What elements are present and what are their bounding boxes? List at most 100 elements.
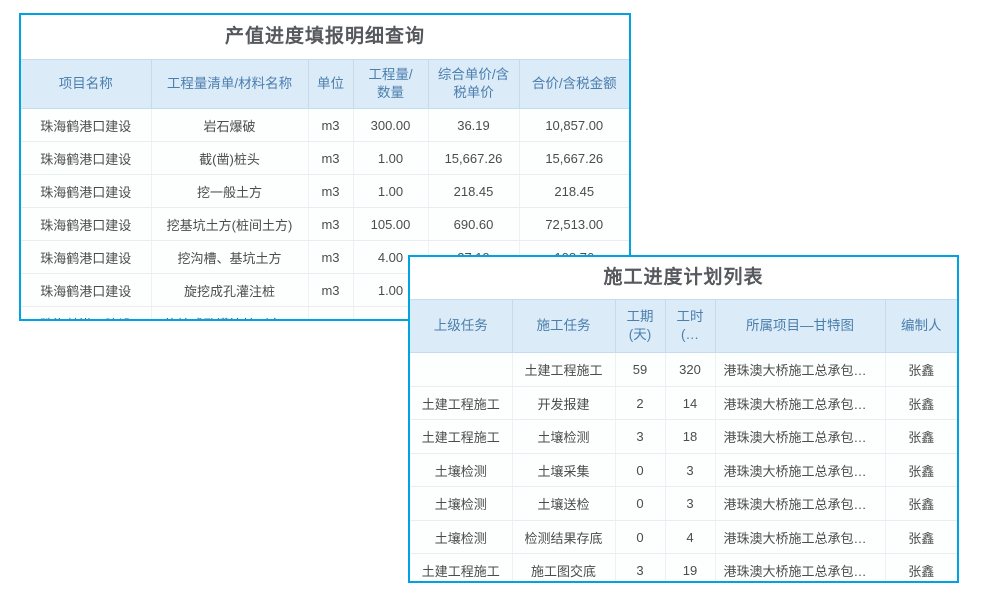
production-table-head: 项目名称 工程量清单/材料名称 单位 工程量/ 数量 综合单价/含 税单价 合价… — [21, 58, 629, 110]
cell-quantity: 300.00 — [352, 108, 428, 143]
cell-parent-task: 土建工程施工 — [410, 419, 512, 454]
col-header-unit-price[interactable]: 综合单价/含 税单价 — [427, 58, 519, 110]
cell-hours: 14 — [664, 386, 715, 421]
cell-task: 土壤检测 — [511, 419, 615, 454]
cell-project-name[interactable]: 珠海鹤港口建设 — [21, 273, 151, 308]
cell-unit-price: 36.19 — [427, 108, 519, 143]
cell-parent-task: 土建工程施工 — [410, 386, 512, 421]
col-header-unit-price-line1: 综合单价/含 — [437, 67, 510, 82]
cell-duration: 59 — [614, 352, 665, 387]
cell-author: 张鑫 — [884, 520, 957, 555]
cell-parent-task: 土壤检测 — [410, 520, 512, 555]
table-row[interactable]: 珠海鹤港口建设 挖一般土方 m3 1.00 218.45 218.45 — [21, 174, 629, 209]
cell-duration: 0 — [614, 520, 665, 555]
col-header-hours[interactable]: 工时 (… — [664, 298, 715, 354]
cell-project-gantt-link[interactable]: 港珠澳大桥施工总承包项目 — [714, 520, 885, 555]
table-row[interactable]: 土壤检测 土壤送检 0 3 港珠澳大桥施工总承包项目 张鑫 — [410, 486, 957, 521]
cell-author: 张鑫 — [884, 553, 957, 581]
cell-quantity: 4.00 — [352, 240, 428, 275]
construction-schedule-panel: 施工进度计划列表 上级任务 施工任务 工期 (天) 工时 (… 所属项目—甘特图… — [408, 255, 959, 583]
table-row[interactable]: 土壤检测 检测结果存底 0 4 港珠澳大桥施工总承包项目 张鑫 — [410, 520, 957, 555]
table-row[interactable]: 土建工程施工 59 320 港珠澳大桥施工总承包项目 张鑫 — [410, 352, 957, 387]
cell-task: 土壤采集 — [511, 453, 615, 488]
cell-author: 张鑫 — [884, 453, 957, 488]
cell-project-name[interactable]: 珠海鹤港口建设 — [21, 174, 151, 209]
col-header-quantity[interactable]: 工程量/ 数量 — [352, 58, 428, 110]
cell-amount: 15,667.26 — [518, 141, 629, 176]
cell-unit-price: 15,667.26 — [427, 141, 519, 176]
cell-item-name: 岩石爆破 — [150, 108, 308, 143]
cell-project-gantt-link[interactable]: 港珠澳大桥施工总承包项目 — [714, 453, 885, 488]
cell-project-gantt-link[interactable]: 港珠澳大桥施工总承包项目 — [714, 352, 885, 387]
col-header-duration[interactable]: 工期 (天) — [614, 298, 665, 354]
col-header-task[interactable]: 施工任务 — [511, 298, 615, 354]
table-row[interactable]: 珠海鹤港口建设 岩石爆破 m3 300.00 36.19 10,857.00 — [21, 108, 629, 143]
cell-project-name[interactable]: 珠海鹤港口建设 — [21, 108, 151, 143]
cell-author: 张鑫 — [884, 386, 957, 421]
cell-hours: 3 — [664, 486, 715, 521]
col-header-project-name[interactable]: 项目名称 — [21, 58, 151, 110]
cell-unit: m3 — [307, 240, 353, 275]
cell-project-gantt-link[interactable]: 港珠澳大桥施工总承包项目 — [714, 486, 885, 521]
table-row[interactable]: 土建工程施工 施工图交底 3 19 港珠澳大桥施工总承包项目 张鑫 — [410, 553, 957, 581]
col-header-duration-line1: 工期 — [626, 309, 654, 324]
cell-project-name[interactable]: 珠海鹤港口建设 — [21, 306, 151, 319]
cell-parent-task: 土壤检测 — [410, 453, 512, 488]
cell-quantity: 105.00 — [352, 207, 428, 242]
table-row[interactable]: 珠海鹤港口建设 挖基坑土方(桩间土方) m3 105.00 690.60 72,… — [21, 207, 629, 242]
schedule-table-body: 土建工程施工 59 320 港珠澳大桥施工总承包项目 张鑫 土建工程施工 开发报… — [410, 352, 957, 581]
cell-item-name: 旋挖成孔灌注桩 — [150, 273, 308, 308]
cell-hours: 4 — [664, 520, 715, 555]
cell-parent-task: 土壤检测 — [410, 486, 512, 521]
cell-amount: 72,513.00 — [518, 207, 629, 242]
cell-parent-task — [410, 352, 512, 387]
table-header-row: 上级任务 施工任务 工期 (天) 工时 (… 所属项目—甘特图 编制人 — [410, 298, 957, 354]
cell-unit: m3 — [307, 108, 353, 143]
cell-unit: m3 — [307, 174, 353, 209]
col-header-amount[interactable]: 合价/含税金额 — [518, 58, 629, 110]
col-header-hours-line2: (… — [681, 327, 699, 343]
cell-duration: 3 — [614, 419, 665, 454]
col-header-hours-line1: 工时 — [676, 309, 704, 324]
table-row[interactable]: 土壤检测 土壤采集 0 3 港珠澳大桥施工总承包项目 张鑫 — [410, 453, 957, 488]
cell-project-name[interactable]: 珠海鹤港口建设 — [21, 141, 151, 176]
cell-duration: 2 — [614, 386, 665, 421]
col-header-parent-task[interactable]: 上级任务 — [410, 298, 512, 354]
cell-author: 张鑫 — [884, 486, 957, 521]
cell-parent-task: 土建工程施工 — [410, 553, 512, 581]
cell-task: 开发报建 — [511, 386, 615, 421]
cell-unit: m3 — [307, 273, 353, 308]
col-header-author[interactable]: 编制人 — [884, 298, 957, 354]
table-row[interactable]: 珠海鹤港口建设 截(凿)桩头 m3 1.00 15,667.26 15,667.… — [21, 141, 629, 176]
col-header-project-gantt[interactable]: 所属项目—甘特图 — [714, 298, 885, 354]
cell-item-name: 挖基坑土方(桩间土方) — [150, 207, 308, 242]
cell-project-name[interactable]: 珠海鹤港口建设 — [21, 240, 151, 275]
cell-unit-price: 690.60 — [427, 207, 519, 242]
cell-item-name: 挖一般土方 — [150, 174, 308, 209]
col-header-unit[interactable]: 单位 — [307, 58, 353, 110]
col-header-item-name[interactable]: 工程量清单/材料名称 — [150, 58, 308, 110]
schedule-table-head: 上级任务 施工任务 工期 (天) 工时 (… 所属项目—甘特图 编制人 — [410, 298, 957, 354]
cell-item-name: 挖沟槽、基坑土方 — [150, 240, 308, 275]
cell-quantity: 1.00 — [352, 174, 428, 209]
cell-item-name: 旋挖成孔灌注桩（空… — [150, 306, 308, 319]
cell-project-gantt-link[interactable]: 港珠澳大桥施工总承包项目 — [714, 419, 885, 454]
col-header-quantity-line1: 工程量/ — [368, 67, 413, 82]
table-row[interactable]: 土建工程施工 开发报建 2 14 港珠澳大桥施工总承包项目 张鑫 — [410, 386, 957, 421]
cell-amount: 218.45 — [518, 174, 629, 209]
cell-author: 张鑫 — [884, 419, 957, 454]
cell-hours: 320 — [664, 352, 715, 387]
cell-hours: 3 — [664, 453, 715, 488]
cell-hours: 19 — [664, 553, 715, 581]
cell-task: 检测结果存底 — [511, 520, 615, 555]
cell-project-gantt-link[interactable]: 港珠澳大桥施工总承包项目 — [714, 386, 885, 421]
cell-project-name[interactable]: 珠海鹤港口建设 — [21, 207, 151, 242]
col-header-unit-price-line2: 税单价 — [453, 85, 494, 101]
table-row[interactable]: 土建工程施工 土壤检测 3 18 港珠澳大桥施工总承包项目 张鑫 — [410, 419, 957, 454]
cell-project-gantt-link[interactable]: 港珠澳大桥施工总承包项目 — [714, 553, 885, 581]
page-title-production: 产值进度填报明细查询 — [21, 15, 629, 59]
col-header-quantity-line2: 数量 — [377, 85, 404, 101]
cell-item-name: 截(凿)桩头 — [150, 141, 308, 176]
cell-duration: 0 — [614, 486, 665, 521]
